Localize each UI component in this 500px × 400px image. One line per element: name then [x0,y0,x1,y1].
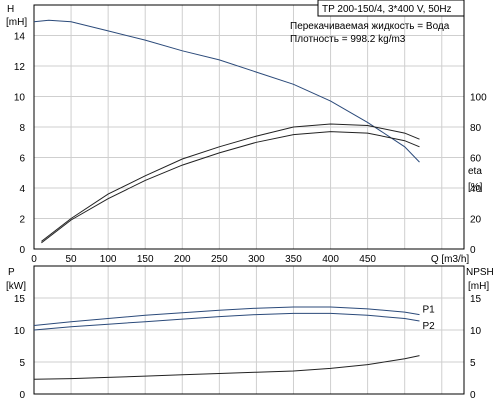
npsh-tick-label: 10 [470,326,482,337]
chart-title: TP 200-150/4, 3*400 V, 50Hz [322,4,452,15]
y-left-tick-label: 12 [14,62,26,73]
density-info: Плотность = 998.2 kg/m3 [290,34,406,45]
npsh-axis-label: NPSH [466,267,494,278]
x-tick-label: 450 [359,254,376,265]
y-right-tick-label: 20 [470,215,482,226]
y-right-tick-label: 60 [470,154,482,165]
qh-plot-frame [33,4,465,250]
x-tick-label: 250 [211,254,228,265]
y-left-tick-label: 10 [14,93,26,104]
p-tick-label: 0 [19,390,25,400]
y-right-tick-label: 100 [470,93,487,104]
efficiency-curve-1 [41,123,420,242]
npsh-tick-label: 15 [470,294,482,305]
p-tick-label: 5 [19,358,25,369]
x-tick-label: 50 [66,254,78,265]
y-left-tick-label: 14 [14,32,26,43]
x-tick-label: 100 [100,254,117,265]
y-left-tick-label: 2 [19,215,25,226]
npsh-tick-label: 0 [470,390,476,400]
y-right-tick-label: 80 [470,123,482,134]
y-right-axis-unit: [%] [468,182,483,193]
y-left-tick-label: 0 [19,245,25,256]
y-left-axis-label: H [7,4,14,15]
power-curve-p1 [33,306,420,326]
x-tick-label: 300 [248,254,265,265]
y-left-tick-label: 6 [19,154,25,165]
p-tick-label: 15 [14,294,26,305]
npsh-tick-label: 5 [470,358,476,369]
y-right-axis-label: eta [468,166,482,177]
y-right-tick-label: 0 [470,245,476,256]
y-right-tick-label: 40 [470,184,482,195]
x-tick-label: 200 [174,254,191,265]
npsh-curve [33,355,420,380]
npsh-axis-unit: [mH] [468,281,489,292]
title-box [317,0,465,17]
y-left-axis-unit: [mH] [6,17,27,28]
x-tick-label: 150 [137,254,154,265]
series-label-p2: P2 [423,321,436,332]
liquid-info: Перекачиваемая жидкость = Вода [290,21,450,32]
p-tick-label: 10 [14,326,26,337]
x-tick-label: 400 [322,254,339,265]
head-curve [33,19,420,163]
power-curve-p2 [33,312,420,331]
p-axis-label: P [8,267,15,278]
x-axis-label: Q [m3/h] [431,254,470,265]
x-tick-label: 350 [285,254,302,265]
y-left-tick-label: 8 [19,123,25,134]
y-left-tick-label: 4 [19,184,25,195]
x-tick-label: 0 [31,254,37,265]
p-axis-unit: [kW] [6,281,26,292]
series-label-p1: P1 [423,305,436,316]
efficiency-curve-2 [41,131,420,244]
